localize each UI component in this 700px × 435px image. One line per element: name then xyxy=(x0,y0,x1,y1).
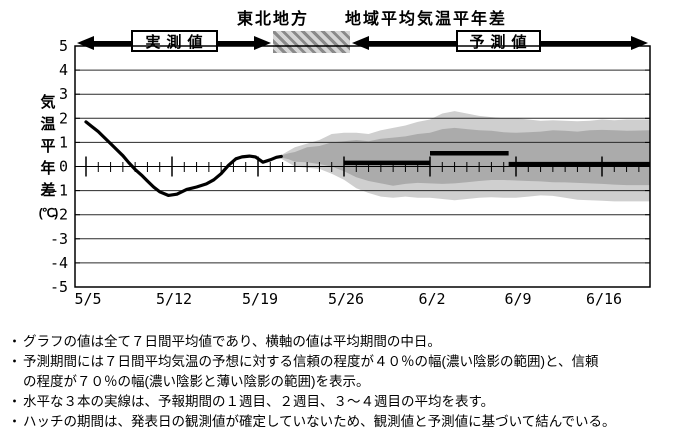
footnote-text: 水平な３本の実線は、予報期間の１週目、２週目、３～４週目の平均を表す。 xyxy=(23,394,495,409)
x-tick-label: 6/2 xyxy=(418,290,445,308)
footnote-text: 予測期間には７日間平均気温の予想に対する信頼の程度が４０％の幅(濃い陰影の範囲)… xyxy=(23,354,599,369)
y-axis-label-char: 気 xyxy=(40,94,56,111)
forecast-right-arrow-line xyxy=(541,41,631,46)
footnote-bullet: ・ xyxy=(7,414,22,429)
chart-title-text: 地域平均気温平年差 xyxy=(345,11,508,28)
footnote-bullet xyxy=(6,372,23,392)
footnote-bullet: ・ xyxy=(7,334,22,349)
y-axis-label-char: (℃) xyxy=(38,206,58,220)
x-tick-label: 5/26 xyxy=(328,290,364,308)
footnote-bullet: ・ xyxy=(7,394,22,409)
y-tick-label: 1 xyxy=(59,133,68,151)
observed-right-arrow-line xyxy=(218,41,254,46)
footnotes: ・グラフの値は全て７日間平均値であり、横軸の値は平均期間の中日。・予測期間には７… xyxy=(6,332,700,432)
footnote-line: ・予測期間には７日間平均気温の予想に対する信頼の程度が４０％の幅(濃い陰影の範囲… xyxy=(6,352,700,372)
x-tick-label: 5/12 xyxy=(156,290,192,308)
y-tick-label: -5 xyxy=(50,278,68,296)
observed-line xyxy=(84,120,283,197)
y-axis-label-char: 平 xyxy=(40,138,56,155)
y-tick-label: -4 xyxy=(50,254,68,272)
y-tick-label: 2 xyxy=(59,109,68,127)
footnote-line: ・ハッチの期間は、発表日の観測値が確定していないため、観測値と予測値に基づいて結… xyxy=(6,412,700,432)
y-tick-label: -2 xyxy=(50,206,68,224)
y-tick-label: 3 xyxy=(59,85,68,103)
chart-title: 東北地方 地域平均気温平年差 xyxy=(237,5,507,29)
observed-left-arrow-line xyxy=(91,41,131,46)
footnote-line: の程度が７０％の幅(濃い陰影と薄い陰影の範囲)を表示。 xyxy=(6,372,700,392)
footnote-line: ・グラフの値は全て７日間平均値であり、横軸の値は平均期間の中日。 xyxy=(6,332,700,352)
x-tick-label: 5/19 xyxy=(242,290,278,308)
footnote-text: ハッチの期間は、発表日の観測値が確定していないため、観測値と予測値に基づいて結ん… xyxy=(23,414,616,429)
y-axis-label-char: 差 xyxy=(40,182,56,199)
footnote-bullet: ・ xyxy=(7,354,22,369)
hatched-unconfirmed-period-bar xyxy=(273,31,350,53)
y-tick-label: -1 xyxy=(50,182,68,200)
plot-area: 5 4 3 2 1 0 -1 -2 -3 -4 -5 5/5 5/12 5/19 5/26 6/2 6/9 6/1… xyxy=(50,37,651,308)
footnote-text: グラフの値は全て７日間平均値であり、横軸の値は平均期間の中日。 xyxy=(23,334,441,349)
y-axis-label-char: 年 xyxy=(40,160,56,177)
y-tick-label: 0 xyxy=(59,158,68,176)
y-tick-label: -3 xyxy=(50,230,68,248)
x-tick-label: 6/9 xyxy=(504,290,531,308)
plot-border xyxy=(74,45,651,288)
y-tick-label: 5 xyxy=(59,37,68,55)
x-tick-label: 5/5 xyxy=(74,290,101,308)
footnote-text: の程度が７０％の幅(濃い陰影と薄い陰影の範囲)を表示。 xyxy=(23,374,370,389)
x-tick-label: 6/16 xyxy=(586,290,622,308)
y-tick-label: 4 xyxy=(59,61,68,79)
footnote-line: ・水平な３本の実線は、予報期間の１週目、２週目、３～４週目の平均を表す。 xyxy=(6,392,700,412)
forecast-left-arrow-line xyxy=(368,41,456,46)
region-name: 東北地方 xyxy=(237,11,310,28)
y-axis-label-char: 温 xyxy=(40,116,56,133)
y-axis-label: 気温平年差 (℃) xyxy=(34,92,62,224)
